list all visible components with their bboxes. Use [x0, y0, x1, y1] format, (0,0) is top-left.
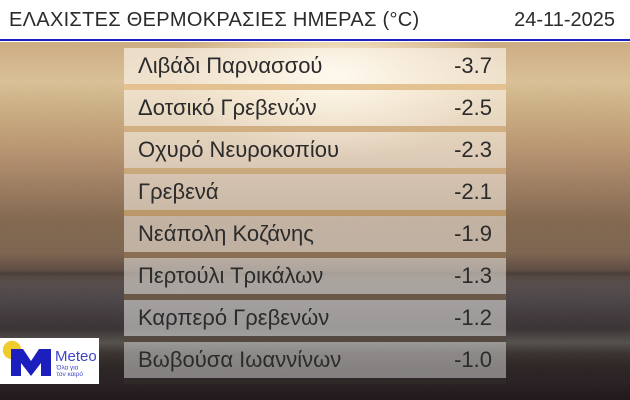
- svg-text:Meteo: Meteo: [55, 348, 97, 365]
- svg-text:τον καιρό: τον καιρό: [57, 370, 84, 378]
